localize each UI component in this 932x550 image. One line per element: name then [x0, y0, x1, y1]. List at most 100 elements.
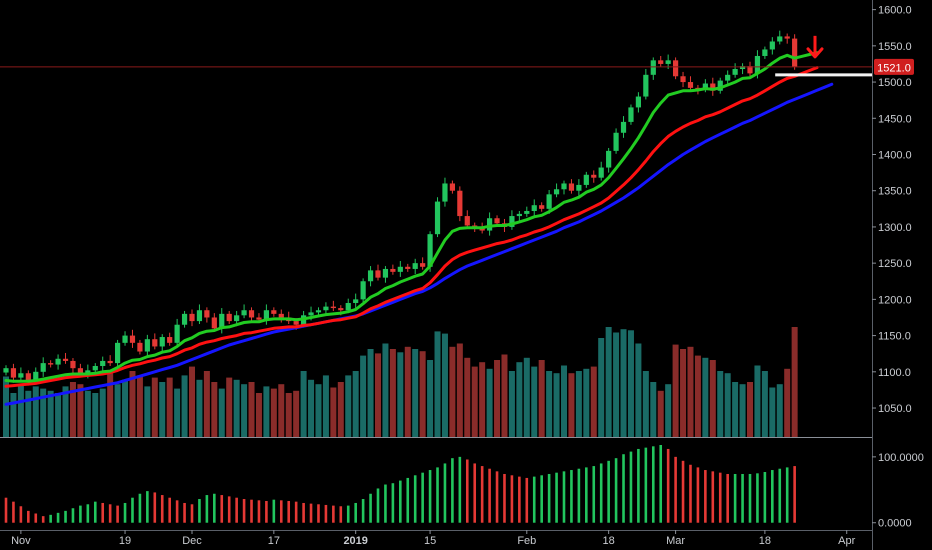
volume-bar	[270, 388, 277, 437]
candle-body	[583, 174, 589, 185]
candle-body	[412, 263, 418, 269]
oscillator-bar	[495, 471, 499, 523]
candle-body	[762, 49, 768, 56]
candle-body	[524, 210, 530, 214]
volume-bar	[516, 362, 523, 437]
candle-body	[777, 36, 783, 42]
oscillator-bar	[265, 500, 268, 523]
volume-bar	[99, 388, 106, 437]
volume-bar	[360, 355, 367, 437]
candle-body	[338, 308, 344, 311]
volume-bar	[672, 344, 679, 437]
oscillator-bar	[64, 510, 67, 523]
oscillator-bar	[153, 492, 157, 523]
candle-body	[129, 335, 136, 343]
candle-body	[710, 83, 716, 91]
candle-body	[702, 83, 708, 90]
oscillator-bar	[592, 466, 596, 523]
volume-bar	[501, 354, 508, 437]
oscillator-bar	[465, 459, 469, 523]
candle-body	[732, 69, 738, 75]
candle-body	[330, 306, 336, 309]
price-tick-label: 1150.0	[878, 331, 911, 343]
oscillator-bar	[34, 513, 38, 523]
volume-bar	[680, 349, 687, 437]
volume-bar	[211, 382, 218, 437]
oscillator-bar	[131, 497, 134, 523]
candle-body	[747, 66, 753, 74]
oscillator-bar	[503, 473, 506, 523]
candle-body	[375, 270, 381, 278]
candle-body	[546, 194, 552, 209]
volume-bar	[687, 346, 694, 437]
volume-bar	[568, 373, 575, 437]
candle-body	[152, 339, 158, 347]
price-tick-label: 1250.0	[878, 258, 912, 270]
volume-bar	[189, 366, 195, 437]
time-tick-label: 18	[603, 535, 615, 547]
time-tick-label: Nov	[11, 535, 31, 547]
volume-bar	[449, 346, 456, 437]
volume-bar	[151, 377, 158, 437]
oscillator-bar	[413, 475, 417, 523]
oscillator-bar	[771, 470, 774, 523]
oscillator-bar	[369, 493, 372, 523]
oscillator-bar	[570, 470, 573, 523]
candle-body	[62, 358, 69, 361]
price-tick-label: 1200.0	[878, 294, 912, 306]
oscillator-bar	[748, 473, 752, 523]
volume-bar	[761, 371, 768, 437]
price-tick-label: 1100.0	[878, 367, 911, 379]
price-tick-label: 1600.0	[878, 5, 912, 17]
price-tick-label: 1500.0	[878, 77, 912, 89]
volume-bar	[322, 375, 329, 437]
candle-body	[792, 38, 798, 67]
oscillator-bar	[205, 495, 209, 523]
volume-bar	[605, 327, 612, 437]
oscillator-bar	[704, 470, 707, 523]
oscillator-bar	[71, 508, 75, 523]
oscillator-bar	[49, 514, 52, 523]
oscillator-bar	[384, 484, 387, 523]
oscillator-bar	[56, 512, 60, 523]
candle-body	[673, 60, 679, 77]
candle-body	[360, 281, 366, 300]
volume-bar	[427, 360, 434, 437]
oscillator-bar	[116, 505, 119, 523]
candle-body	[658, 60, 664, 64]
ema-slow-line	[4, 82, 834, 406]
oscillator-bar	[428, 470, 432, 523]
volume-bar	[55, 393, 62, 437]
oscillator-bar	[480, 466, 484, 523]
oscillator-bar	[101, 502, 105, 523]
oscillator-bar	[681, 460, 685, 523]
oscillator-bar	[93, 501, 97, 523]
oscillator-bar	[108, 504, 112, 523]
candle-body	[263, 310, 269, 320]
candle-body	[345, 302, 351, 311]
candle-body	[553, 189, 560, 195]
candle-body	[576, 184, 582, 191]
candle-body	[308, 312, 314, 316]
oscillator-bar	[354, 502, 357, 523]
oscillator-bar	[406, 477, 410, 523]
volume-bar	[657, 390, 664, 437]
volume-bar	[166, 377, 173, 437]
volume-bar	[479, 362, 486, 437]
candle-body	[784, 36, 790, 39]
candle-body	[531, 205, 537, 211]
volume-bar	[136, 375, 143, 437]
candle-body	[367, 270, 374, 282]
oscillator-bar	[763, 472, 767, 523]
oscillator-bar	[41, 516, 45, 523]
candle-body	[539, 205, 545, 209]
oscillator-bar	[711, 471, 715, 523]
volume-bar	[233, 379, 240, 437]
volume-bar	[174, 388, 181, 437]
oscillator-bar	[532, 476, 536, 523]
oscillator-bar	[391, 483, 395, 523]
time-tick-label: 15	[424, 535, 436, 547]
oscillator-bar	[547, 473, 551, 523]
oscillator-bar	[332, 505, 335, 523]
candle-body	[509, 216, 515, 227]
